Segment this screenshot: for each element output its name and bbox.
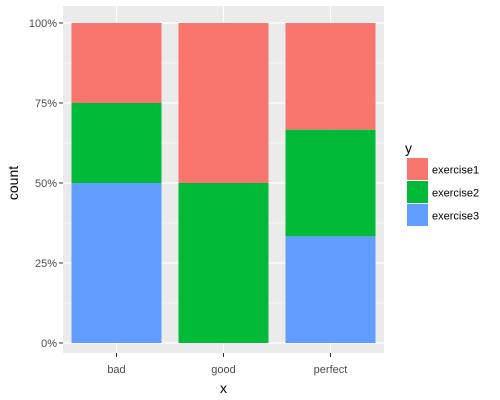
legend-key-exercise3	[407, 204, 428, 226]
y-tick-label: 50%	[35, 178, 57, 190]
bar-perfect-exercise1	[285, 23, 376, 130]
y-tick-label: 25%	[35, 258, 57, 270]
x-tick-label: good	[211, 364, 235, 376]
x-tick-label: bad	[107, 364, 125, 376]
legend-title: y	[405, 140, 412, 156]
bar-good-exercise1	[178, 23, 269, 183]
x-axis-title: x	[220, 380, 227, 396]
x-tick-label: perfect	[314, 364, 348, 376]
y-tick-label: 75%	[35, 98, 57, 110]
bar-good-exercise2	[178, 183, 269, 343]
legend-key-exercise2	[407, 181, 428, 203]
legend-label-exercise3: exercise3	[432, 211, 479, 223]
bar-bad-exercise1	[71, 23, 162, 103]
bar-perfect-exercise3	[285, 236, 376, 343]
x-axis-ticks: bad good perfect	[107, 353, 347, 376]
legend-label-exercise2: exercise2	[432, 188, 479, 200]
y-tick-label: 0%	[41, 338, 57, 350]
bar-bad-exercise2	[71, 103, 162, 183]
y-tick-label: 100%	[29, 18, 57, 30]
bar-bad-exercise3	[71, 183, 162, 343]
y-axis-ticks: 0% 25% 50% 75% 100%	[29, 18, 63, 350]
legend: y exercise1 exercise2 exercise3	[405, 140, 479, 226]
y-axis-title: count	[5, 166, 21, 200]
bar-perfect-exercise2	[285, 129, 376, 237]
bars	[71, 23, 376, 343]
legend-label-exercise1: exercise1	[432, 165, 479, 177]
legend-key-exercise1	[407, 158, 428, 180]
